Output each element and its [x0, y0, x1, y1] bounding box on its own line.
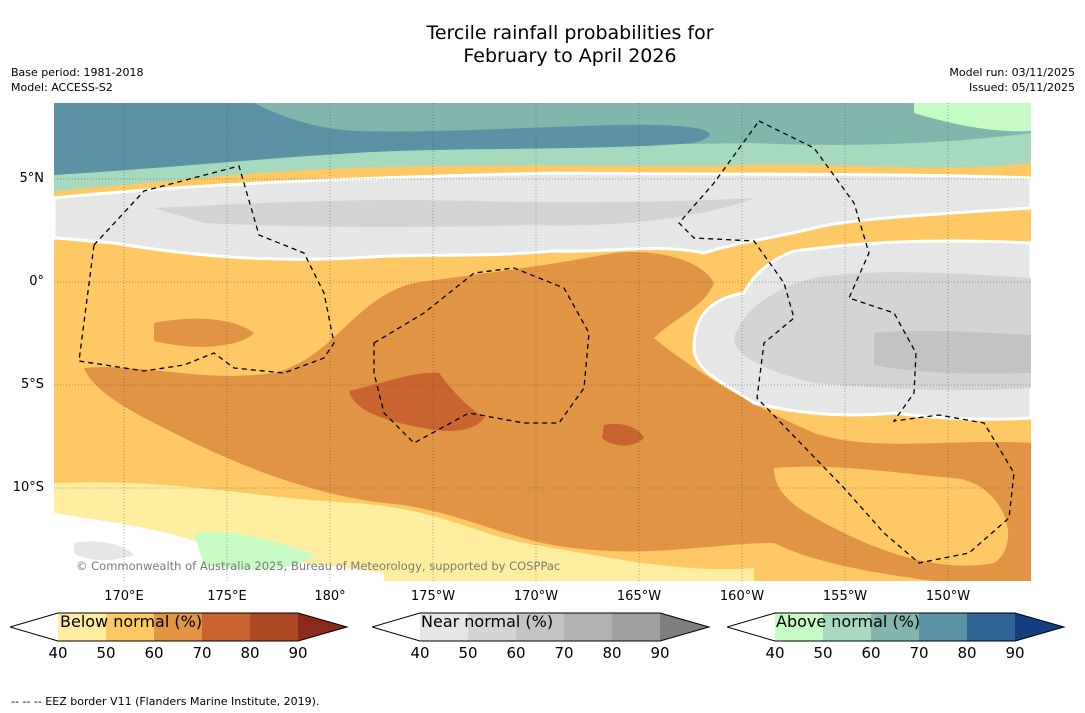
model-name: Model: ACCESS-S2 — [11, 81, 113, 94]
region-white-south — [54, 513, 384, 581]
map-title: Tercile rainfall probabilities for Febru… — [0, 22, 1085, 68]
region-above-70 — [54, 103, 710, 175]
cb2-tick-90: 90 — [650, 644, 670, 662]
region-below-60-west — [154, 318, 254, 347]
cb1-seg-1 — [58, 613, 106, 641]
region-below-50-island — [774, 466, 1009, 566]
cb3-tick-80: 80 — [957, 644, 977, 662]
cb2-tick-40: 40 — [410, 644, 430, 662]
eez-west — [78, 165, 335, 374]
cb3-tick-60: 60 — [861, 644, 881, 662]
region-grey-south — [74, 541, 134, 561]
model-run: Model run: 03/11/2025 — [949, 66, 1075, 79]
cb3-tick-50: 50 — [813, 644, 833, 662]
base-period: Base period: 1981-2018 — [11, 66, 144, 79]
cb1-tick-50: 50 — [96, 644, 116, 662]
region-above-40-east — [914, 103, 1031, 132]
cb3-outline — [725, 612, 1066, 642]
cb3-seg-6 — [1015, 613, 1064, 641]
colorbar-near-normal: 40 50 60 70 80 90 — [370, 612, 712, 662]
lat-label-0: 0° — [29, 274, 44, 289]
colorbar-above-label: Above normal (%) — [776, 612, 921, 631]
lon-label-170e: 170°E — [104, 589, 144, 604]
lon-label-150w: 150°W — [925, 589, 971, 604]
cb2-seg-2 — [468, 613, 516, 641]
cb3-tick-70: 70 — [909, 644, 929, 662]
cb1-outline — [8, 612, 349, 642]
cb1-seg-5 — [250, 613, 298, 641]
forecast-map-svg — [54, 103, 1031, 581]
eez-central — [373, 267, 590, 444]
cb1-tick-70: 70 — [192, 644, 212, 662]
eez-borders — [78, 120, 1015, 564]
colorbar-above-svg — [725, 612, 1066, 642]
cb3-seg-2 — [823, 613, 871, 641]
colorbar-above-normal: 40 50 60 70 80 90 — [725, 612, 1067, 662]
cb3-seg-5 — [967, 613, 1015, 641]
cb1-seg-3 — [154, 613, 202, 641]
cb2-tick-50: 50 — [458, 644, 478, 662]
copyright-notice: © Commonwealth of Australia 2025, Bureau… — [76, 559, 561, 573]
lon-label-165w: 165°W — [616, 589, 662, 604]
lat-label-5s: 5°S — [20, 377, 44, 392]
issued-date: Issued: 05/11/2025 — [968, 81, 1075, 94]
cb1-seg-2 — [106, 613, 154, 641]
region-below-70-spot — [602, 423, 644, 446]
lon-label-155w: 155°W — [822, 589, 868, 604]
title-line-2: February to April 2026 — [463, 45, 677, 67]
cb2-outline — [370, 612, 711, 642]
cb1-tick-60: 60 — [144, 644, 164, 662]
colorbar-below-svg — [8, 612, 349, 642]
lon-label-180: 180° — [314, 589, 346, 604]
lon-label-175w: 175°W — [410, 589, 456, 604]
cb1-seg-0 — [10, 613, 58, 641]
cb3-tick-40: 40 — [765, 644, 785, 662]
colorbar-near-svg — [370, 612, 711, 642]
cb1-tick-40: 40 — [48, 644, 68, 662]
cb1-seg-6 — [298, 613, 347, 641]
lon-label-170w: 170°W — [513, 589, 559, 604]
cb2-tick-80: 80 — [602, 644, 622, 662]
region-near-normal-north-60 — [154, 198, 754, 228]
cb3-seg-4 — [919, 613, 967, 641]
lat-label-5n: 5°N — [19, 171, 45, 186]
cb1-tick-80: 80 — [240, 644, 260, 662]
forecast-map — [54, 103, 1031, 581]
colorbar-near-label: Near normal (%) — [421, 612, 554, 631]
region-below-70-core — [349, 372, 484, 431]
cb2-seg-6 — [660, 613, 709, 641]
cb3-seg-0 — [727, 613, 775, 641]
cb2-seg-5 — [612, 613, 660, 641]
cb1-seg-4 — [202, 613, 250, 641]
eez-legend-note: -- -- -- EEZ border V11 (Flanders Marine… — [11, 695, 320, 708]
right-metadata: Model run: 03/11/2025 Issued: 05/11/2025 — [949, 65, 1075, 95]
region-near-normal-east-70 — [874, 330, 1031, 374]
eez-east — [678, 120, 1015, 564]
colorbar-below-label: Below normal (%) — [60, 612, 203, 631]
colorbar-below-normal: 40 50 60 70 80 90 — [8, 612, 350, 662]
cb3-tick-90: 90 — [1005, 644, 1025, 662]
lat-label-10s: 10°S — [12, 480, 44, 495]
cb3-seg-1 — [775, 613, 823, 641]
cb2-tick-60: 60 — [506, 644, 526, 662]
left-metadata: Base period: 1981-2018 Model: ACCESS-S2 — [11, 65, 143, 95]
region-green-south — [194, 532, 314, 570]
cb2-seg-0 — [372, 613, 420, 641]
lon-label-175e: 175°E — [207, 589, 247, 604]
lon-label-160w: 160°W — [719, 589, 765, 604]
cb1-tick-90: 90 — [288, 644, 308, 662]
cb2-seg-3 — [516, 613, 564, 641]
cb2-seg-1 — [420, 613, 468, 641]
cb3-seg-3 — [871, 613, 919, 641]
cb2-tick-70: 70 — [554, 644, 574, 662]
cb2-seg-4 — [564, 613, 612, 641]
title-line-1: Tercile rainfall probabilities for — [426, 22, 714, 44]
graticule — [54, 103, 1031, 581]
